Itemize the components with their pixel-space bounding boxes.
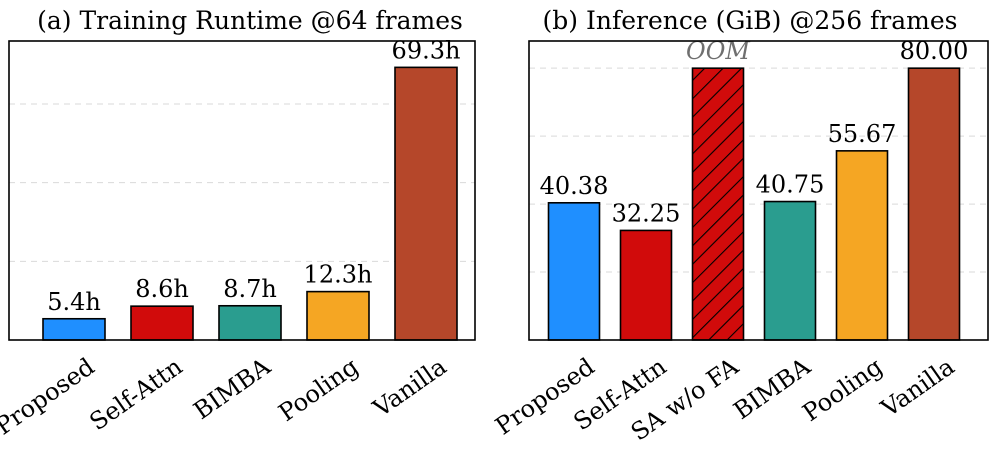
panel-b-axes — [528, 40, 989, 341]
x-tick-label: BIMBA — [728, 352, 816, 425]
x-tick-label: BIMBA — [188, 352, 276, 425]
panel-a-bars: 5.4h Proposed 8.6h Self-Attn 8.7h BIMBA 12.3h P… — [0, 36, 460, 440]
data-label: 40.75 — [756, 171, 825, 199]
bar-proposed — [547, 201, 601, 341]
bar-vanilla — [394, 66, 458, 341]
x-tick-label: Proposed — [0, 352, 100, 440]
bar-sa-w-o-fa — [691, 67, 745, 341]
bar-pooling — [835, 150, 889, 341]
data-label: 55.67 — [828, 120, 897, 148]
bar-self-attn — [619, 229, 673, 341]
bar-bimba — [218, 304, 282, 341]
bar-proposed — [42, 317, 106, 341]
data-label: 80.00 — [900, 37, 969, 65]
x-tick-label: Self-Attn — [85, 352, 188, 436]
x-tick-label: Vanilla — [367, 352, 451, 423]
data-label: 8.7h — [223, 275, 277, 303]
x-tick-label: Vanilla — [875, 352, 959, 423]
panel-a: (a) Training Runtime @64 frames 5.4h Prop… — [0, 6, 476, 441]
data-label: 12.3h — [304, 261, 373, 289]
data-label: 5.4h — [47, 288, 101, 316]
data-label: 32.25 — [612, 199, 681, 227]
data-label: 8.6h — [135, 275, 189, 303]
data-label: 40.38 — [540, 172, 609, 200]
bar-pooling — [306, 290, 370, 341]
bar-self-attn — [130, 305, 194, 341]
panel-b-title: (b) Inference (GiB) @256 frames — [543, 6, 958, 35]
panel-a-axes — [8, 40, 476, 341]
x-tick-label: Pooling — [274, 352, 364, 427]
panel-a-title: (a) Training Runtime @64 frames — [37, 6, 463, 35]
data-label: OOM — [686, 37, 751, 65]
bar-vanilla — [907, 67, 961, 341]
panel-b: (b) Inference (GiB) @256 frames 40.38Pro… — [490, 6, 989, 446]
x-tick-label: Pooling — [798, 352, 888, 427]
bar-bimba — [763, 200, 817, 341]
